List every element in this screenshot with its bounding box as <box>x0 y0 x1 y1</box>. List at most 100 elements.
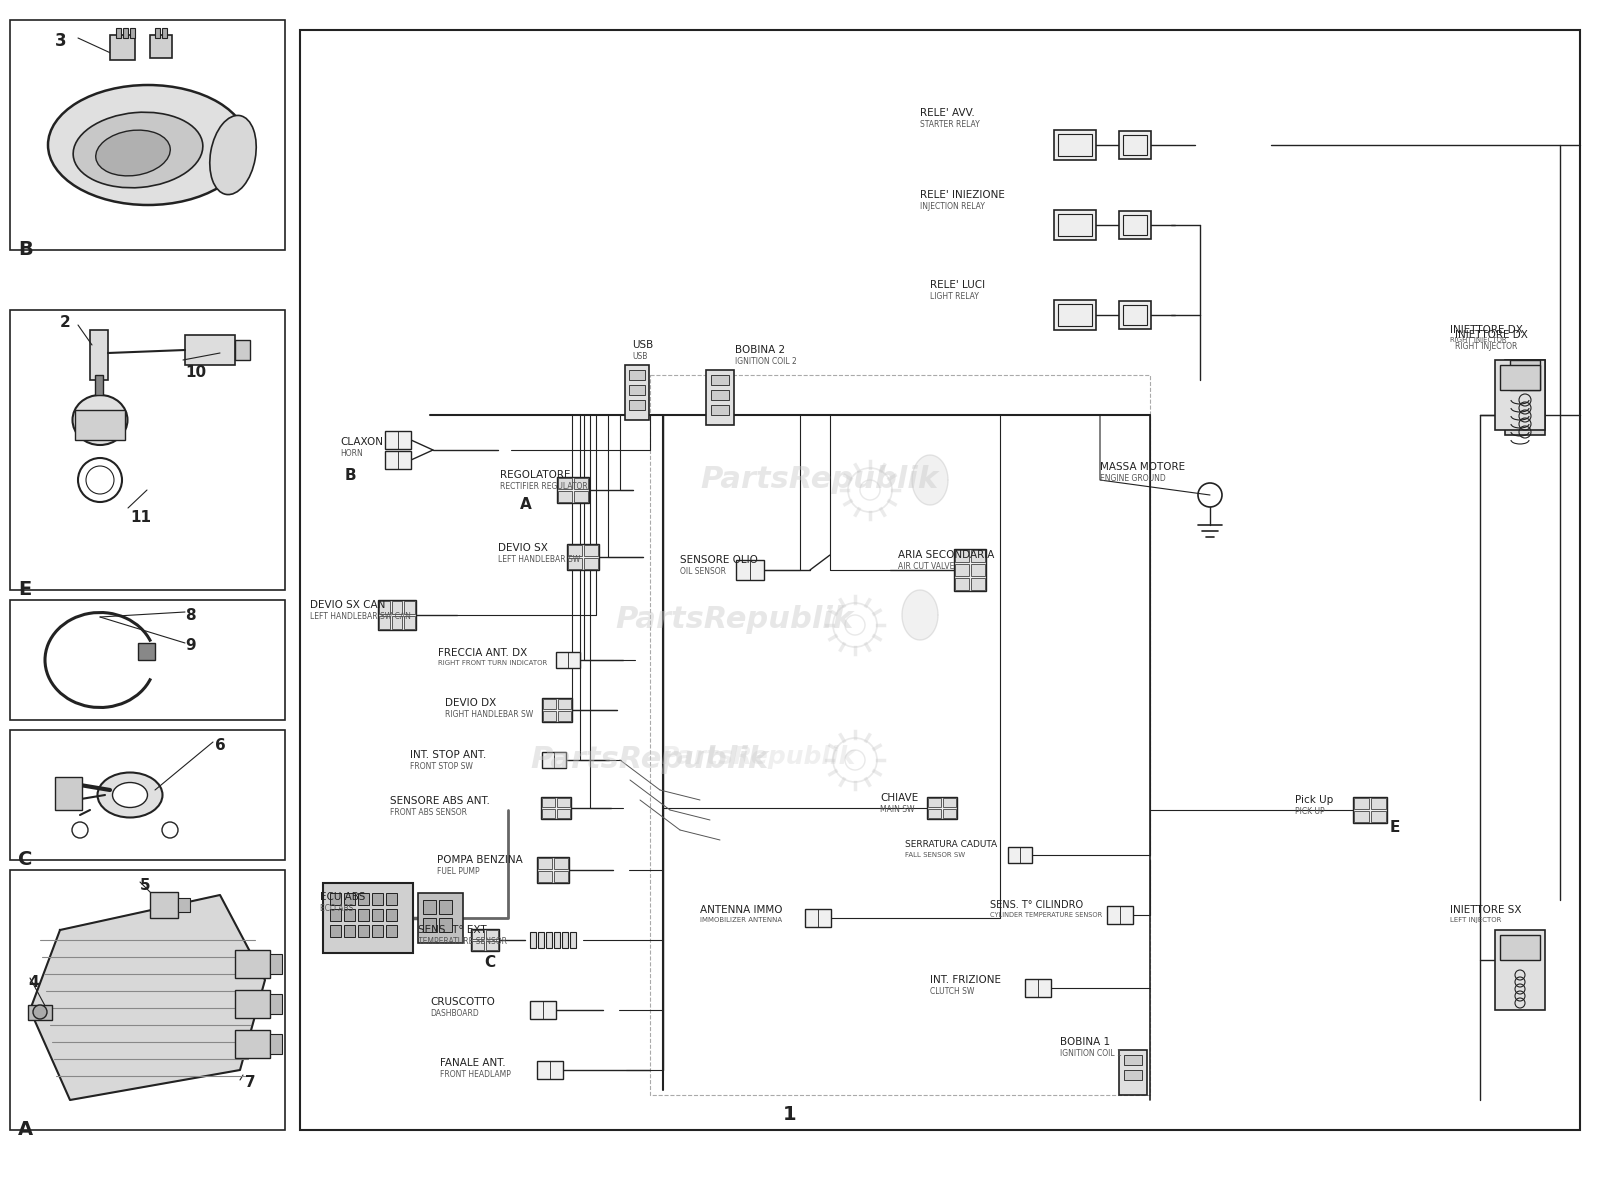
Text: A: A <box>18 1120 34 1139</box>
Bar <box>371 893 382 905</box>
Bar <box>1058 304 1091 326</box>
Bar <box>1058 214 1091 236</box>
Ellipse shape <box>74 113 203 187</box>
Bar <box>971 564 986 576</box>
Bar <box>928 798 941 806</box>
Text: DEVIO DX: DEVIO DX <box>445 698 496 708</box>
Text: RELE' AVV.: RELE' AVV. <box>920 108 974 118</box>
Bar <box>235 990 270 1018</box>
Bar <box>344 893 355 905</box>
Text: A: A <box>520 497 531 512</box>
Bar <box>486 930 498 938</box>
Text: 5: 5 <box>141 878 150 893</box>
Bar <box>1371 811 1386 822</box>
Text: INIETTORE DX: INIETTORE DX <box>1454 330 1528 340</box>
Text: BOBINA 1: BOBINA 1 <box>1059 1037 1110 1046</box>
Bar <box>392 616 402 629</box>
Circle shape <box>72 822 88 838</box>
Bar <box>1054 300 1096 330</box>
Bar <box>1123 305 1147 325</box>
Bar <box>1118 301 1150 329</box>
Bar <box>358 925 370 937</box>
Bar <box>584 558 598 569</box>
Bar <box>805 910 830 926</box>
Bar <box>235 340 250 360</box>
Text: RIGHT HANDLEBAR SW: RIGHT HANDLEBAR SW <box>445 710 533 719</box>
Bar <box>270 994 282 1014</box>
Text: B: B <box>346 468 357 482</box>
Bar <box>542 710 557 721</box>
Text: USB: USB <box>632 340 653 350</box>
Text: 1: 1 <box>782 1105 797 1124</box>
Bar <box>971 578 986 590</box>
Text: 6: 6 <box>214 738 226 754</box>
Text: 4: 4 <box>29 974 38 990</box>
Bar <box>1118 211 1150 239</box>
Bar <box>358 893 370 905</box>
Bar <box>235 1030 270 1058</box>
Text: Pick Up: Pick Up <box>1294 794 1333 805</box>
Bar <box>1354 797 1387 823</box>
Bar <box>422 918 435 932</box>
Bar <box>926 797 957 818</box>
Bar <box>554 858 568 869</box>
Text: 8: 8 <box>186 608 195 623</box>
Bar <box>386 910 397 922</box>
Bar <box>557 809 570 818</box>
Bar <box>706 370 734 425</box>
Bar <box>629 370 645 380</box>
Bar <box>1494 930 1546 1010</box>
Bar <box>584 545 598 556</box>
Text: DEVIO SX CAN: DEVIO SX CAN <box>310 600 386 610</box>
Bar <box>542 698 573 722</box>
Bar <box>710 390 730 400</box>
Polygon shape <box>912 455 947 505</box>
Bar <box>138 643 155 660</box>
Bar <box>629 385 645 395</box>
Bar <box>330 925 341 937</box>
Bar <box>90 330 109 380</box>
Bar <box>546 932 552 948</box>
Text: CLUTCH SW: CLUTCH SW <box>930 986 974 996</box>
Bar <box>1008 847 1032 863</box>
Bar <box>270 954 282 974</box>
Bar <box>405 616 414 629</box>
Text: PartsRepublik: PartsRepublik <box>661 745 856 769</box>
Bar <box>371 925 382 937</box>
Text: CRUSCOTTO: CRUSCOTTO <box>430 997 494 1007</box>
Text: ENGINE GROUND: ENGINE GROUND <box>1101 474 1166 482</box>
Bar <box>386 431 411 449</box>
Bar <box>10 730 285 860</box>
Bar <box>650 374 1150 1094</box>
Text: IGNITION COIL 1: IGNITION COIL 1 <box>1059 1049 1122 1058</box>
Bar <box>1506 360 1546 434</box>
Text: LEFT HANDLEBAR SW CAN: LEFT HANDLEBAR SW CAN <box>310 612 411 622</box>
Bar <box>566 544 598 570</box>
Text: ECU ABS: ECU ABS <box>320 892 365 902</box>
Bar <box>626 365 650 420</box>
Bar <box>1054 130 1096 160</box>
Text: INT. STOP ANT.: INT. STOP ANT. <box>410 750 486 760</box>
Text: 2: 2 <box>61 314 70 330</box>
Bar <box>542 798 555 806</box>
Bar <box>123 28 128 38</box>
Bar <box>178 898 190 912</box>
Bar <box>330 910 341 922</box>
Text: POMPA BENZINA: POMPA BENZINA <box>437 854 523 865</box>
Text: OIL SENSOR: OIL SENSOR <box>680 566 726 576</box>
Text: CLAXON: CLAXON <box>339 437 382 446</box>
Bar <box>392 601 402 614</box>
Text: RIGHT INJECTOR: RIGHT INJECTOR <box>1450 337 1507 343</box>
Text: SENS. T° EXT: SENS. T° EXT <box>418 925 486 935</box>
Bar <box>470 929 499 950</box>
Text: FRONT STOP SW: FRONT STOP SW <box>410 762 474 770</box>
Bar <box>558 698 571 709</box>
Bar <box>574 491 589 502</box>
Bar <box>538 871 552 882</box>
Ellipse shape <box>48 85 248 205</box>
Bar <box>530 1001 557 1019</box>
Text: LEFT HANDLEBAR SW: LEFT HANDLEBAR SW <box>498 554 581 564</box>
Text: ANTENNA IMMO: ANTENNA IMMO <box>701 905 782 914</box>
Polygon shape <box>902 590 938 640</box>
Text: 10: 10 <box>186 365 206 380</box>
